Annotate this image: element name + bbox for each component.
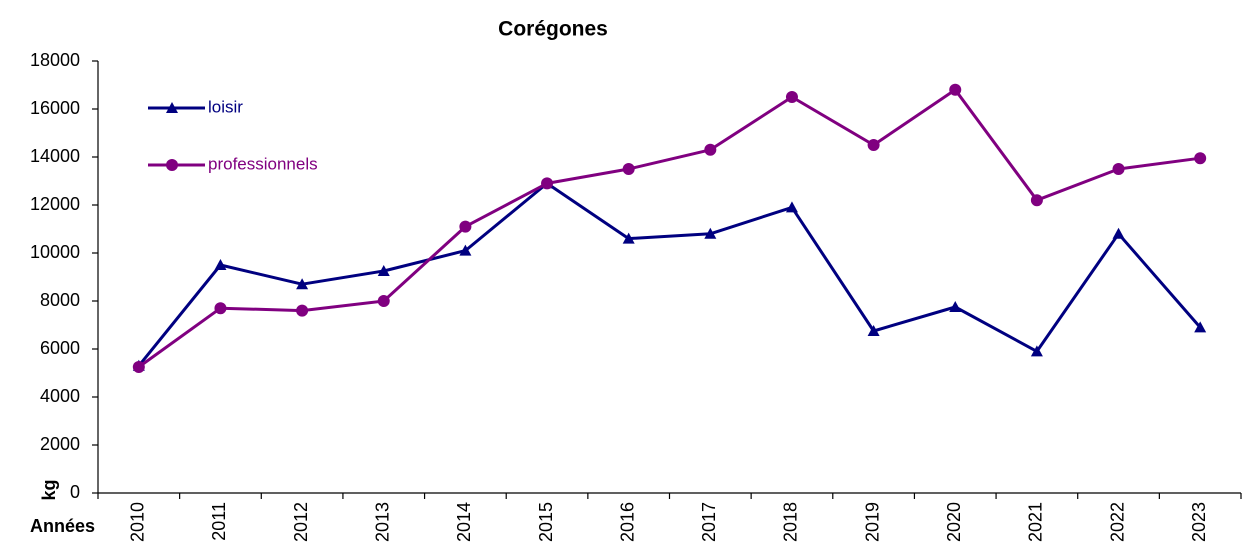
x-tick-label: 2011: [209, 502, 229, 541]
x-tick-label: 2010: [128, 502, 148, 542]
data-point: [949, 83, 962, 96]
y-tick-label: 4000: [40, 386, 80, 406]
x-tick-label: 2021: [1026, 502, 1046, 542]
x-tick-label: 2013: [373, 502, 393, 542]
x-tick-label: 2019: [862, 502, 882, 542]
legend-marker: [166, 102, 178, 113]
y-tick-label: 8000: [40, 290, 80, 310]
data-point: [1112, 227, 1125, 239]
x-axis-label: Années: [30, 516, 95, 536]
data-point: [377, 265, 390, 276]
data-point: [459, 220, 472, 233]
data-point: [867, 139, 880, 151]
data-point: [1030, 194, 1043, 207]
data-point: [296, 278, 309, 290]
x-tick-label: 2016: [617, 502, 637, 542]
y-tick-label: 2000: [40, 434, 80, 454]
x-tick-label: 2012: [291, 502, 311, 542]
x-tick-label: 2017: [699, 502, 719, 542]
x-tick-label: 2023: [1189, 502, 1209, 542]
y-tick-label: 6000: [40, 338, 80, 358]
data-point: [1112, 163, 1125, 175]
data-point: [1030, 345, 1043, 357]
y-axis-label: kg: [39, 479, 59, 500]
x-tick-label: 2020: [944, 502, 964, 542]
data-point: [1194, 152, 1207, 165]
y-tick-label: 18000: [30, 50, 80, 70]
data-point: [1194, 321, 1207, 333]
legend-label: loisir: [208, 97, 243, 116]
data-point: [622, 232, 635, 244]
data-point: [622, 163, 635, 175]
y-tick-label: 12000: [30, 194, 80, 214]
data-point: [949, 301, 962, 312]
data-point: [459, 244, 472, 256]
x-tick-label: 2022: [1107, 502, 1127, 542]
legend-marker: [166, 159, 178, 171]
y-tick-label: 16000: [30, 98, 80, 118]
data-point: [541, 177, 554, 190]
data-point: [296, 304, 309, 317]
y-tick-label: 0: [70, 482, 80, 502]
data-point: [214, 259, 227, 270]
data-point: [704, 143, 717, 156]
x-tick-label: 2015: [536, 502, 556, 542]
x-tick-label: 2018: [781, 502, 801, 542]
data-point: [377, 295, 390, 307]
series-line: [137, 88, 1201, 369]
legend-label: professionnels: [208, 154, 318, 173]
data-point: [867, 325, 880, 336]
data-point: [704, 227, 717, 239]
y-tick-label: 14000: [30, 146, 80, 166]
data-point: [132, 361, 145, 373]
x-tick-label: 2014: [454, 502, 474, 542]
data-point: [785, 201, 798, 213]
chart-title: Corégones: [498, 18, 608, 41]
data-point: [785, 91, 798, 103]
data-point: [214, 302, 227, 315]
series-line: [137, 181, 1202, 367]
y-tick-label: 10000: [30, 242, 80, 262]
